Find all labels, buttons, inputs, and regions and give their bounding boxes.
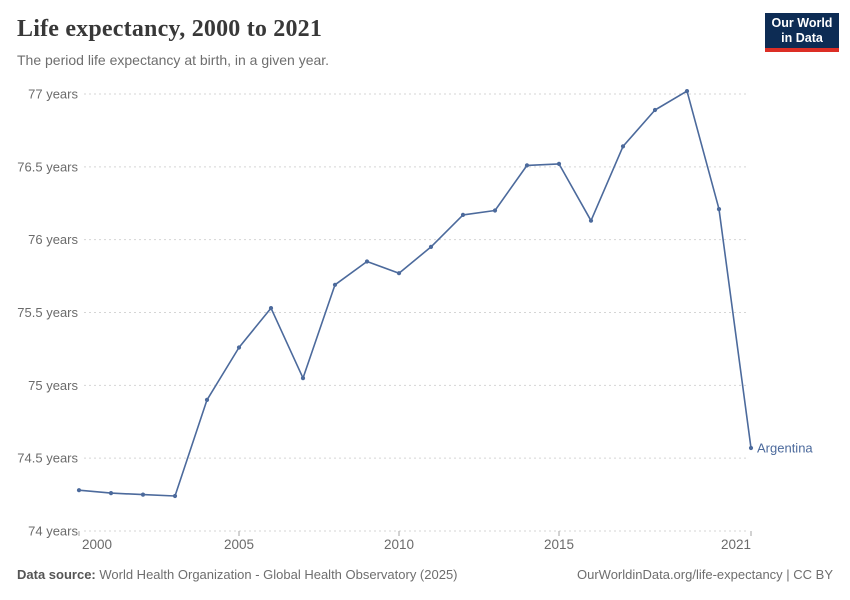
chart-title: Life expectancy, 2000 to 2021 bbox=[17, 16, 323, 42]
data-point-marker[interactable] bbox=[524, 163, 530, 168]
gridlines bbox=[84, 93, 746, 532]
y-tick-label: 74.5 years bbox=[17, 451, 78, 466]
data-point-marker[interactable] bbox=[76, 488, 82, 493]
data-point-marker[interactable] bbox=[236, 345, 242, 350]
chart-footer: Data source: World Health Organization -… bbox=[0, 567, 850, 582]
y-tick-label: 75.5 years bbox=[17, 305, 78, 320]
y-tick-label: 76 years bbox=[28, 232, 78, 247]
y-tick-label: 76.5 years bbox=[17, 159, 78, 174]
data-series-line[interactable] bbox=[76, 89, 754, 499]
data-point-marker[interactable] bbox=[620, 144, 626, 149]
data-point-marker[interactable] bbox=[556, 161, 562, 166]
y-axis-labels: 74 years 74.5 years 75 years 75.5 years 76 y… bbox=[17, 87, 78, 539]
data-point-marker[interactable] bbox=[684, 89, 690, 94]
data-point-marker[interactable] bbox=[492, 208, 498, 213]
owid-logo-line2: in Data bbox=[781, 30, 823, 45]
data-point-marker[interactable] bbox=[460, 212, 466, 217]
data-point-marker[interactable] bbox=[172, 493, 178, 499]
x-axis: 2000 2005 2010 2015 2021 bbox=[78, 531, 752, 552]
x-tick-label: 2000 bbox=[82, 537, 112, 552]
series-polyline[interactable] bbox=[78, 90, 752, 497]
footer-link[interactable]: OurWorldinData.org/life-expectancy | CC … bbox=[576, 567, 833, 582]
data-point-marker[interactable] bbox=[716, 207, 722, 212]
entity-label[interactable]: Argentina bbox=[757, 440, 813, 455]
series-entity-label[interactable]: Argentina bbox=[757, 440, 813, 455]
data-point-marker[interactable] bbox=[204, 397, 210, 402]
data-point-marker[interactable] bbox=[364, 259, 370, 264]
data-point-marker[interactable] bbox=[140, 492, 146, 497]
data-point-marker[interactable] bbox=[428, 244, 434, 249]
data-source-note: Data source: World Health Organization -… bbox=[17, 567, 458, 582]
data-point-marker[interactable] bbox=[300, 376, 306, 381]
x-tick-label: 2005 bbox=[224, 537, 254, 552]
data-point-marker[interactable] bbox=[108, 491, 114, 496]
x-tick-label: 2015 bbox=[544, 537, 574, 552]
data-point-marker[interactable] bbox=[268, 306, 274, 311]
x-tick-label: 2010 bbox=[384, 537, 414, 552]
y-tick-label: 74 years bbox=[28, 524, 78, 539]
data-point-marker[interactable] bbox=[332, 282, 338, 287]
data-point-marker[interactable] bbox=[588, 218, 594, 223]
data-point-marker[interactable] bbox=[652, 107, 658, 113]
y-tick-label: 75 years bbox=[28, 378, 78, 393]
owid-logo-line1: Our World bbox=[771, 15, 833, 30]
data-point-marker[interactable] bbox=[748, 445, 754, 451]
y-tick-label: 77 years bbox=[28, 87, 78, 102]
x-tick-label: 2021 bbox=[721, 537, 751, 552]
owid-logo[interactable]: Our World in Data bbox=[765, 13, 839, 52]
data-point-marker[interactable] bbox=[396, 271, 402, 276]
data-source-text: World Health Organization - Global Healt… bbox=[95, 567, 458, 582]
data-source-label: Data source: bbox=[17, 567, 96, 582]
chart-subtitle: The period life expectancy at birth, in … bbox=[17, 52, 330, 68]
